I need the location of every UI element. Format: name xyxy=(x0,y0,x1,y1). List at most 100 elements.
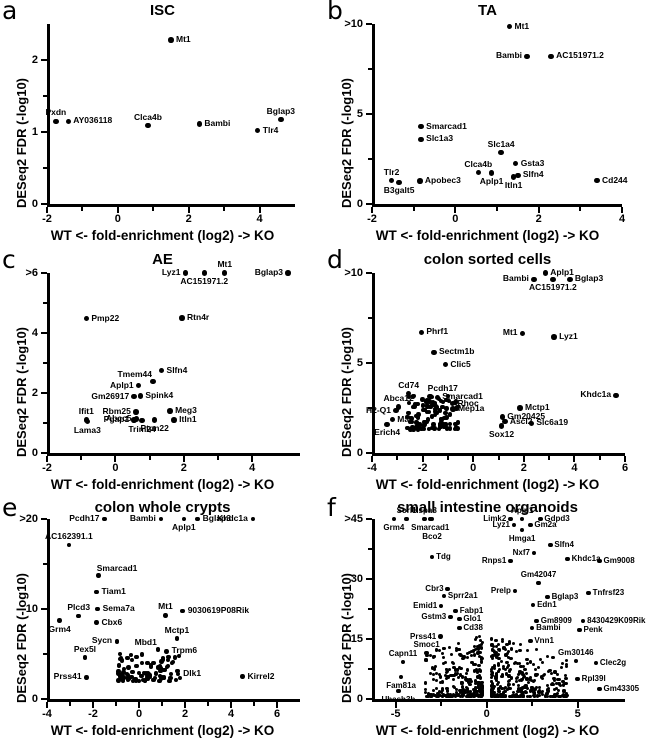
data-point xyxy=(426,409,431,415)
data-point xyxy=(130,678,135,683)
x-tick xyxy=(182,455,185,462)
gene-label: Lyz1 xyxy=(492,520,510,529)
data-point xyxy=(139,674,144,679)
data-point xyxy=(447,645,451,649)
data-point xyxy=(447,412,452,417)
data-point xyxy=(503,648,507,652)
gene-label: Mctp1 xyxy=(164,624,190,635)
data-point xyxy=(454,687,459,692)
data-point xyxy=(548,669,552,673)
data-point xyxy=(444,397,449,402)
data-point xyxy=(545,692,550,696)
data-point xyxy=(529,625,535,631)
data-point xyxy=(477,684,481,688)
data-point xyxy=(533,690,537,694)
data-point xyxy=(157,673,163,679)
data-point xyxy=(498,648,502,652)
data-point xyxy=(496,693,500,697)
data-point xyxy=(491,653,496,657)
data-point xyxy=(490,671,494,675)
data-point xyxy=(491,686,495,690)
data-point xyxy=(135,382,142,389)
x-tick-label: -2 xyxy=(42,462,52,474)
gene-label: Aplp1 xyxy=(479,176,504,187)
data-point xyxy=(502,687,507,691)
data-point xyxy=(501,667,505,671)
data-point xyxy=(502,418,508,425)
data-point xyxy=(432,667,436,671)
data-point xyxy=(528,522,533,528)
data-point xyxy=(531,276,537,282)
data-point xyxy=(155,647,161,652)
data-point xyxy=(65,118,71,124)
data-point xyxy=(95,606,100,612)
data-point xyxy=(454,406,459,411)
data-point xyxy=(441,692,446,696)
data-point xyxy=(438,408,443,413)
data-point xyxy=(440,405,445,410)
data-point xyxy=(518,662,522,666)
gene-label: Cd244 xyxy=(602,174,628,185)
data-point xyxy=(423,681,427,685)
gene-label: Abca12 xyxy=(383,393,414,404)
data-point xyxy=(532,694,537,699)
data-point xyxy=(130,669,135,675)
gene-label: Pmp22 xyxy=(91,312,120,323)
gene-label: Nxf7 xyxy=(512,548,530,557)
gene-label: Cbx6 xyxy=(101,616,123,627)
y-tick-label: 1 xyxy=(31,126,38,138)
data-point xyxy=(440,651,444,655)
y-tick-label: 4 xyxy=(31,327,38,339)
x-tick-label: 4 xyxy=(227,708,235,720)
gene-label: Mt1 xyxy=(158,601,173,612)
data-point xyxy=(519,330,526,336)
data-point xyxy=(479,687,483,692)
gene-label: Meg3 xyxy=(175,405,197,415)
data-point xyxy=(475,694,479,698)
x-axis-line xyxy=(372,699,625,702)
data-point xyxy=(476,651,480,655)
gene-label: Limk2 xyxy=(483,514,507,523)
gene-label: Gdpd3 xyxy=(544,514,570,523)
data-point xyxy=(455,692,459,696)
data-point xyxy=(497,667,501,671)
panel-title: colon sorted cells xyxy=(423,251,552,268)
panel-letter: e xyxy=(2,493,18,522)
gene-label: Apobec3 xyxy=(424,174,461,185)
data-point xyxy=(554,686,558,691)
data-point xyxy=(472,687,476,691)
data-point xyxy=(416,412,421,417)
x-tick-label: 2 xyxy=(181,708,189,720)
gene-label: Prelp xyxy=(490,586,511,595)
data-point xyxy=(436,691,440,696)
data-point xyxy=(492,650,496,654)
data-point xyxy=(447,692,451,697)
data-point xyxy=(141,670,146,675)
data-point xyxy=(445,694,449,699)
data-point xyxy=(391,516,397,522)
data-point xyxy=(464,694,468,699)
gene-label: Gm20425 xyxy=(507,411,546,421)
gene-label: Mctp1 xyxy=(525,402,550,412)
y-axis-title: DESeq2 FDR (-log10) xyxy=(339,326,354,457)
data-point xyxy=(575,676,580,682)
data-point xyxy=(516,661,520,665)
data-point xyxy=(502,691,506,695)
gene-label: Bglap3 xyxy=(574,273,604,284)
gene-label: Clic5 xyxy=(450,358,471,369)
data-point xyxy=(409,419,415,424)
data-point xyxy=(540,661,545,665)
y-tick xyxy=(366,698,372,700)
gene-label: Trim24 xyxy=(128,423,156,434)
x-minor-tick xyxy=(531,701,534,706)
data-point xyxy=(250,516,256,522)
x-tick-label: 0 xyxy=(135,708,143,720)
y-tick-label: 2 xyxy=(31,387,38,399)
x-tick xyxy=(114,455,117,462)
data-point xyxy=(457,625,462,631)
data-point xyxy=(175,671,181,677)
data-point xyxy=(454,648,458,653)
plot-area: -2 0 2 4 0 1 2 Pxdn AY036118 Clca4b Bambi Tlr4 Bglap… xyxy=(32,24,295,225)
y-tick xyxy=(41,518,47,520)
data-point xyxy=(461,691,465,695)
